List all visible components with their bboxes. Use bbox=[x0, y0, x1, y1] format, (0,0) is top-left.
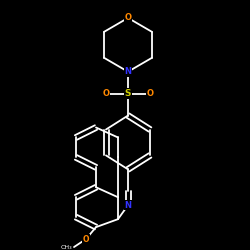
Text: O: O bbox=[146, 89, 154, 98]
Text: N: N bbox=[124, 67, 132, 76]
Text: O: O bbox=[83, 234, 89, 244]
Text: CH₃: CH₃ bbox=[60, 244, 72, 250]
Text: O: O bbox=[124, 14, 132, 22]
Text: O: O bbox=[102, 89, 110, 98]
Text: S: S bbox=[125, 89, 131, 98]
Text: N: N bbox=[124, 201, 132, 210]
